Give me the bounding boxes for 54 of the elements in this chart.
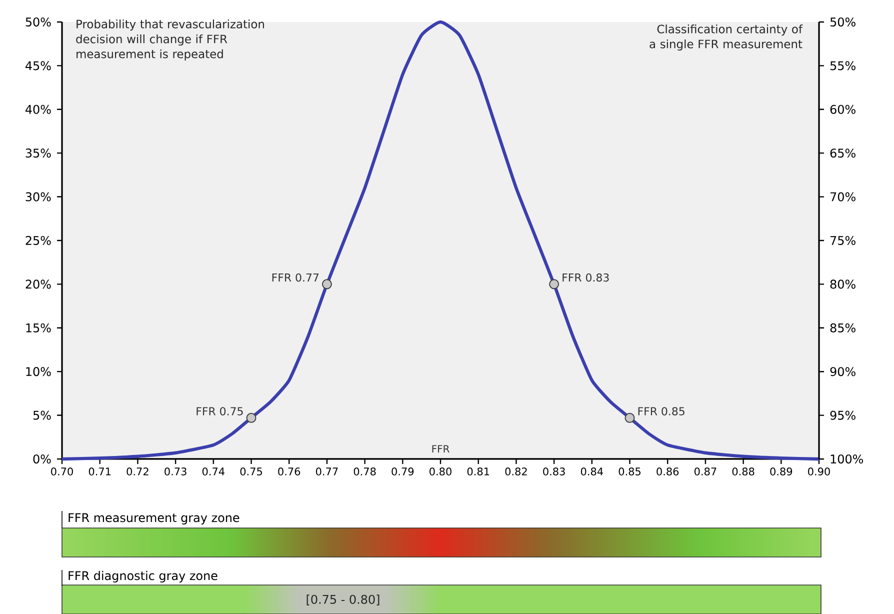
y-tick-label: 35% — [26, 148, 51, 158]
y-tick-label: 5% — [33, 410, 51, 420]
x-tick-label: 0.85 — [618, 468, 640, 476]
y-tick-label: 45% — [25, 61, 51, 70]
annotation: FFR 0.77 — [272, 273, 318, 282]
y2-tick-label: 65% — [830, 148, 856, 158]
x-tick-label: 0.81 — [467, 468, 490, 476]
x-tick-label: 0.83 — [543, 468, 565, 476]
y-tick-label: 30% — [26, 192, 51, 202]
text: FFR diagnostic gray zone — [68, 570, 218, 582]
x-tick-label: 0.90 — [808, 468, 830, 476]
x-tick-label: 0.82 — [505, 468, 527, 476]
y-tick-label: 40% — [25, 104, 51, 114]
line-series — [60, 20, 821, 461]
x-tick-label: 0.79 — [392, 468, 414, 476]
x-tick-label: 0.87 — [694, 468, 716, 476]
x-axis-title: FFR — [432, 445, 450, 452]
x-tick-label: 0.76 — [278, 468, 300, 476]
y2-tick-label: 75% — [830, 236, 856, 246]
x-tick-label: 0.74 — [202, 468, 224, 476]
x-tick-label: 0.75 — [240, 468, 262, 476]
x-tick-label: 0.70 — [51, 468, 73, 476]
y-tick-label: 0% — [33, 454, 51, 464]
y2-tick-label: 60% — [830, 104, 856, 114]
text: [0.75 - 0.80] — [306, 594, 380, 606]
y2-tick-label: 50% — [830, 17, 856, 27]
y2-tick-label: 70% — [830, 192, 856, 202]
y2-tick-label: 90% — [830, 367, 856, 376]
x-tick-label: 0.88 — [732, 468, 754, 476]
annotation: FFR 0.75 — [196, 407, 243, 416]
y2-tick-label: 55% — [830, 61, 856, 70]
x-tick-label: 0.71 — [88, 468, 111, 476]
y-tick-label: 50% — [26, 17, 51, 27]
y-tick-label: 15% — [26, 323, 51, 332]
text: FFR measurement gray zone — [68, 513, 240, 524]
annotation: FFR 0.83 — [562, 273, 609, 282]
x-tick-label: 0.89 — [770, 468, 792, 476]
annotation: FFR 0.85 — [638, 407, 684, 416]
x-tick-label: 0.80 — [430, 468, 452, 476]
y-axis-title: Probability that revascularization decision will change if FFR measurement is repeated — [76, 20, 264, 60]
y-tick-label: 10% — [26, 367, 51, 376]
y2-axis-title: Classification certainty of a single FFR measurement — [650, 24, 803, 51]
y-tick-label: 25% — [26, 236, 51, 246]
x-tick-label: 0.77 — [316, 468, 338, 476]
y2-tick-label: 100% — [830, 454, 864, 464]
y2-tick-label: 85% — [830, 323, 856, 332]
x-tick-label: 0.72 — [126, 468, 148, 476]
x-tick-label: 0.84 — [580, 468, 603, 476]
x-tick-label: 0.86 — [656, 468, 679, 476]
x-tick-label: 0.78 — [354, 468, 376, 476]
x-tick-label: 0.73 — [164, 468, 186, 476]
y2-tick-label: 80% — [830, 280, 856, 289]
y2-tick-label: 95% — [830, 410, 856, 420]
y-tick-label: 20% — [26, 280, 51, 289]
